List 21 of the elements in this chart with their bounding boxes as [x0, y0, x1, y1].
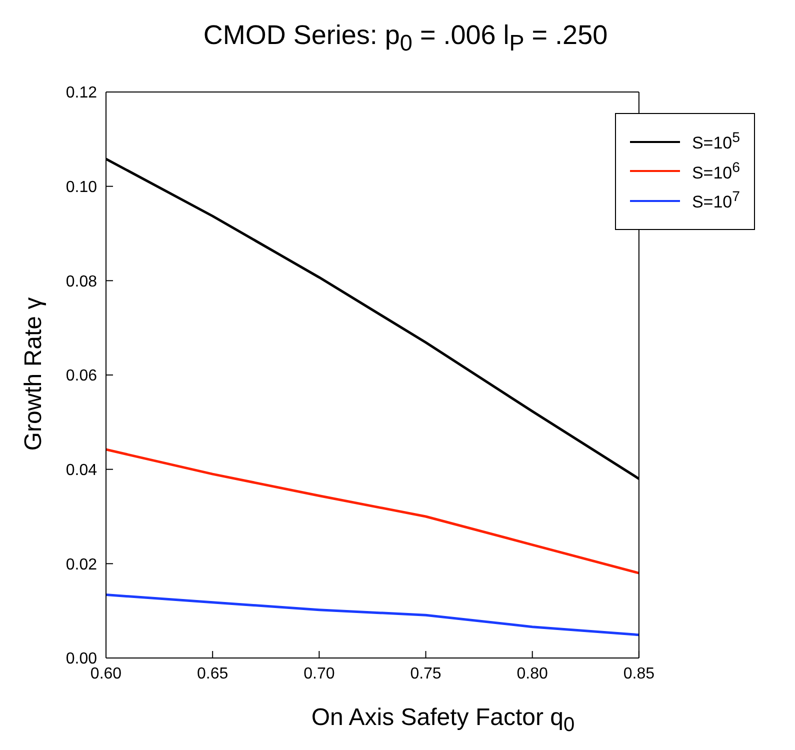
- y-tick-label: 0.04: [66, 462, 98, 480]
- chart-title: CMOD Series: p$_{0}$ = .006 l$_{P}$ = .250: [202, 20, 609, 56]
- legend-label: S=10$^{6}$: [692, 160, 740, 184]
- line-series: [106, 448, 639, 574]
- y-tick-label: 0.02: [66, 556, 98, 574]
- x-tick-label: 0.75: [410, 665, 442, 682]
- x-tick-label: 0.60: [90, 665, 122, 682]
- legend-label: S=10$^{5}$: [692, 130, 740, 154]
- legend-label: S=10$^{7}$: [692, 189, 740, 213]
- y-tick-label: 0.08: [66, 273, 98, 290]
- x-tick-label: 0.85: [623, 665, 655, 682]
- y-tick-label: 0.00: [66, 650, 98, 668]
- x-tick-label: 0.70: [304, 665, 335, 682]
- x-tick-label: 0.80: [516, 665, 548, 682]
- y-tick-label: 0.10: [66, 179, 98, 196]
- line-series: [106, 594, 639, 636]
- y-tick-label: 0.12: [66, 84, 98, 102]
- x-tick-label: 0.65: [197, 665, 228, 682]
- y-tick-label: 0.06: [66, 368, 98, 385]
- x-axis-title: On Axis Safety Factor q$_{0}$: [310, 704, 576, 737]
- y-axis-title: Growth Rate γ: [20, 297, 48, 451]
